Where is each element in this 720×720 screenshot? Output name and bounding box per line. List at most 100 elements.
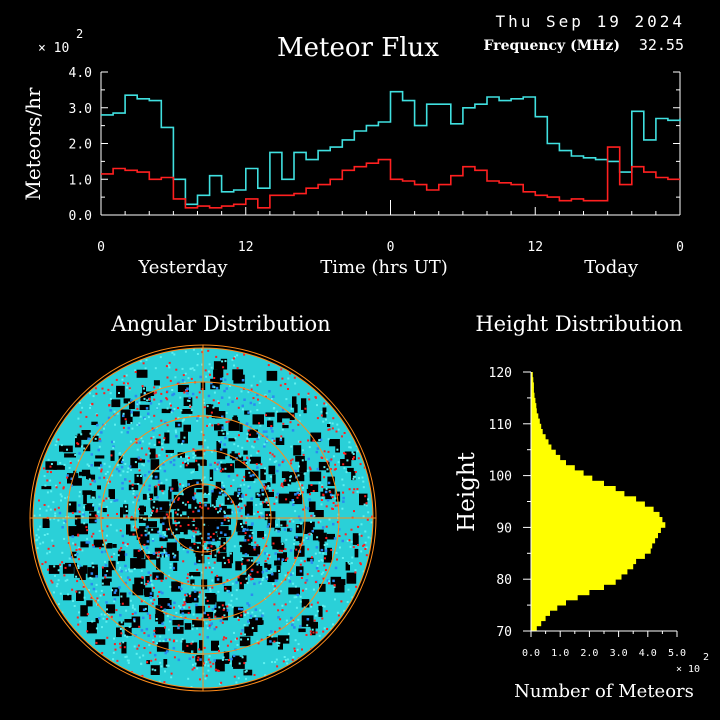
sky-point-blue xyxy=(124,581,127,585)
sky-point-red xyxy=(157,554,160,557)
sky-point-cyan xyxy=(207,562,210,565)
sky-point-red xyxy=(120,632,123,635)
sky-point-blue xyxy=(265,569,268,572)
height-y-axis-label: Height xyxy=(454,451,480,532)
sky-point-cyan xyxy=(271,635,274,638)
sky-point-red xyxy=(148,398,151,400)
sky-point-red xyxy=(215,626,218,629)
sky-point-cyan xyxy=(270,475,272,478)
sky-point-cyan xyxy=(183,436,186,439)
sky-point-blue xyxy=(246,602,249,605)
sky-point-cyan xyxy=(125,609,128,612)
sky-point-cyan xyxy=(217,511,219,514)
sky-point-blue xyxy=(93,480,96,483)
sky-point-cyan xyxy=(101,626,103,629)
sky-point-red xyxy=(274,585,277,588)
sky-point-red xyxy=(325,569,327,571)
sky-point-blue xyxy=(121,481,124,485)
sky-point-red xyxy=(227,559,230,561)
flux-x-tick-label: 0 xyxy=(97,240,105,255)
sky-gap xyxy=(334,582,345,593)
sky-point-cyan xyxy=(167,430,170,433)
sky-gap xyxy=(234,460,247,469)
sky-point-cyan xyxy=(188,400,191,402)
sky-point-blue xyxy=(296,593,299,597)
sky-point-red xyxy=(78,510,81,513)
sky-point-cyan xyxy=(243,624,246,627)
height-y-tick-label: 110 xyxy=(489,418,512,433)
sky-point-cyan xyxy=(181,420,184,423)
sky-point-cyan xyxy=(253,512,256,515)
sky-point-cyan xyxy=(292,621,295,623)
sky-point-cyan xyxy=(207,424,210,427)
sky-point-blue xyxy=(100,550,104,554)
sky-point-red xyxy=(146,661,149,664)
sky-point-blue xyxy=(113,499,116,502)
sky-point-red xyxy=(322,630,325,633)
sky-point-cyan xyxy=(88,478,91,481)
sky-point-blue xyxy=(173,555,176,559)
sky-gap xyxy=(274,560,282,566)
sky-point-cyan xyxy=(233,364,235,367)
sky-point-blue xyxy=(277,557,280,561)
sky-point-cyan xyxy=(169,566,172,569)
sky-point-red xyxy=(301,648,303,651)
sky-point-blue xyxy=(120,465,124,469)
sky-point-red xyxy=(323,564,326,567)
sky-point-red xyxy=(210,571,213,574)
sky-point-cyan xyxy=(306,624,309,627)
sky-gap xyxy=(111,399,121,408)
sky-point-blue xyxy=(104,564,108,567)
sky-point-red xyxy=(176,382,179,385)
sky-point-red xyxy=(321,485,324,488)
sky-point-blue xyxy=(165,650,169,653)
sky-point-red xyxy=(149,574,152,577)
sky-point-blue xyxy=(237,492,241,495)
sky-point-red xyxy=(342,491,345,494)
sky-rings xyxy=(29,344,377,692)
sky-point-cyan xyxy=(246,611,249,614)
sky-point-red xyxy=(264,395,267,398)
sky-gap xyxy=(108,560,116,571)
sky-point-cyan xyxy=(127,568,130,571)
sky-point-red xyxy=(278,592,281,595)
sky-point-cyan xyxy=(262,577,265,579)
sky-point-blue xyxy=(167,603,170,606)
sky-gap xyxy=(244,410,250,415)
sky-point-blue xyxy=(238,488,241,491)
sky-point-blue xyxy=(177,626,180,630)
sky-point-cyan xyxy=(350,540,353,543)
sky-point-red xyxy=(124,418,127,421)
sky-gap xyxy=(108,489,115,499)
sky-gap xyxy=(81,430,91,439)
sky-gap xyxy=(198,441,204,446)
sky-point-cyan xyxy=(287,576,290,579)
sky-gap xyxy=(308,501,316,513)
sky-point-cyan xyxy=(243,614,246,616)
sky-point-cyan xyxy=(275,500,278,503)
sky-point-cyan xyxy=(364,541,367,544)
sky-point-cyan xyxy=(36,547,39,550)
sky-point-cyan xyxy=(293,539,296,542)
sky-point-cyan xyxy=(363,503,366,506)
sky-point-red xyxy=(128,480,131,483)
sky-point-cyan xyxy=(109,523,112,526)
sky-point-cyan xyxy=(63,537,66,540)
sky-point-blue xyxy=(291,623,294,627)
sky-point-red xyxy=(155,455,158,458)
sky-point-cyan xyxy=(144,518,147,521)
sky-point-red xyxy=(138,625,141,628)
sky-point-red xyxy=(76,616,79,619)
sky-point-cyan xyxy=(135,652,138,655)
sky-gap xyxy=(70,551,77,559)
sky-point-blue xyxy=(126,431,129,434)
sky-point-red xyxy=(135,438,138,441)
sky-point-cyan xyxy=(119,627,122,630)
sky-point-cyan xyxy=(301,449,304,452)
sky-point-blue xyxy=(104,550,108,553)
sky-point-cyan xyxy=(287,483,290,486)
sky-point-red xyxy=(195,396,198,399)
sky-point-blue xyxy=(203,611,206,615)
sky-point-cyan xyxy=(184,460,187,463)
sky-point-red xyxy=(54,508,57,511)
